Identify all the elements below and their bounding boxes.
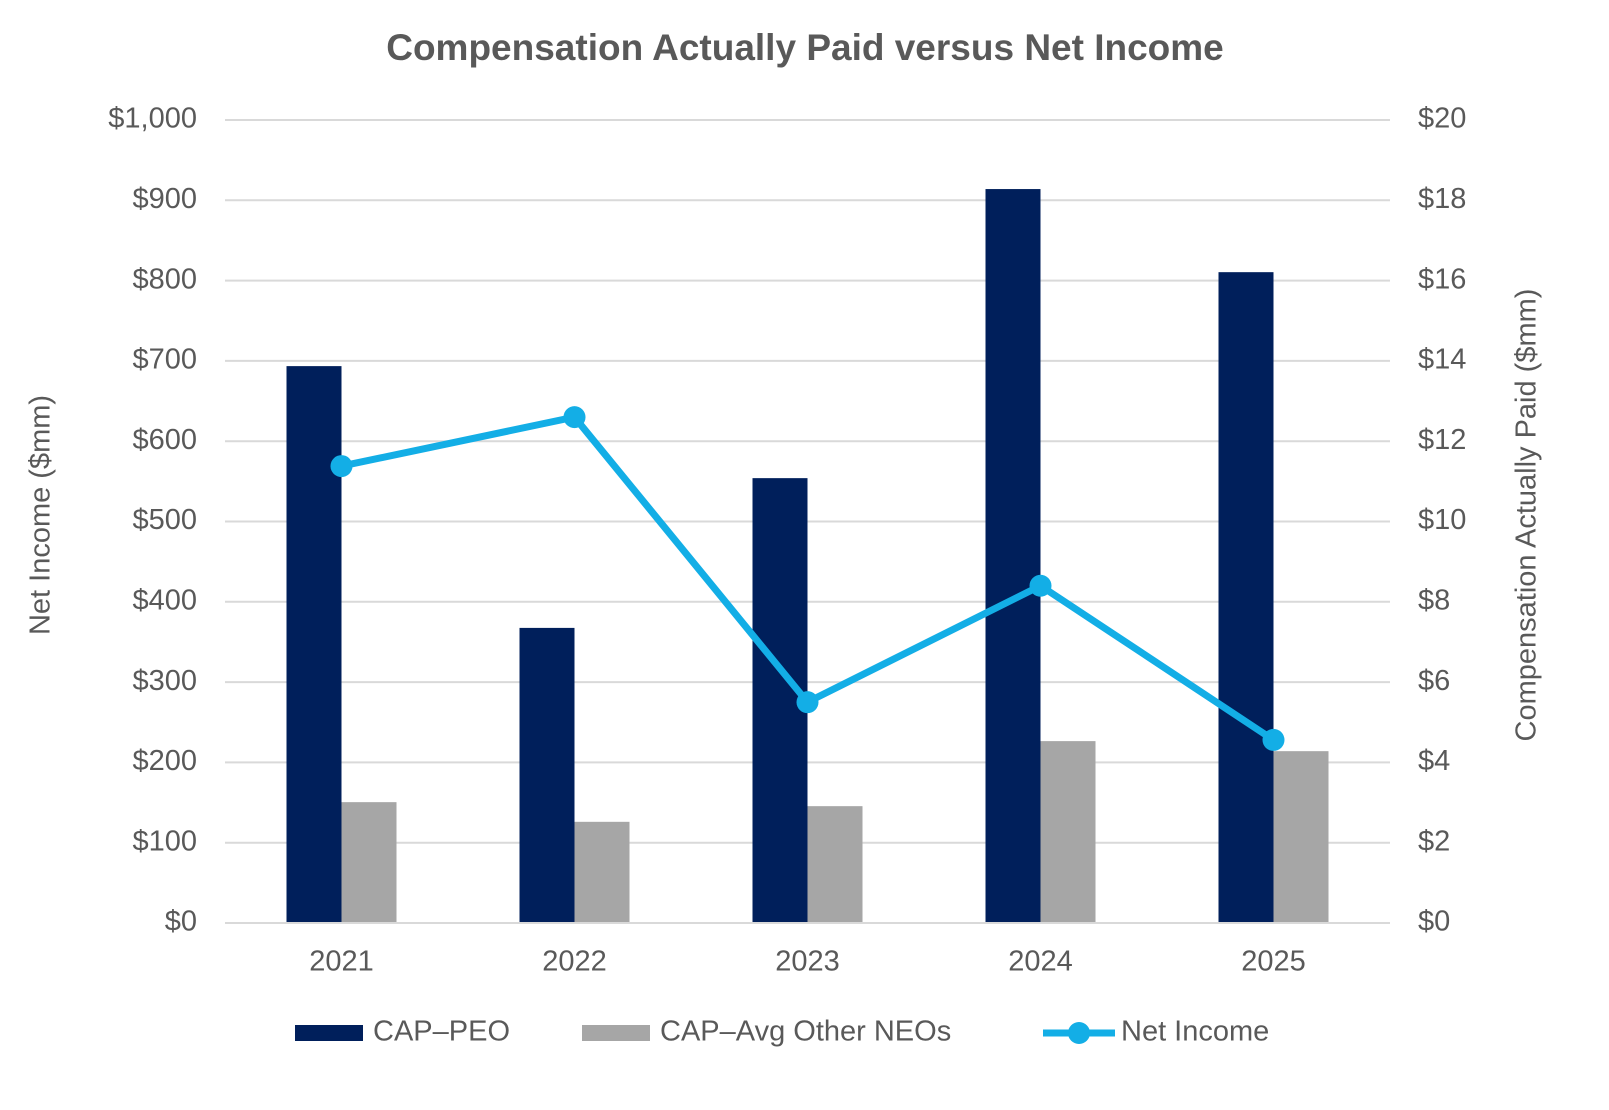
y2-tick-label: $14 [1418,344,1466,376]
y2-tick-label: $10 [1418,504,1466,536]
bar [807,806,863,923]
line-marker [1029,574,1052,597]
x-tick-label: 2025 [1241,946,1306,978]
y-tick-label: $500 [132,504,197,536]
y-tick-label: $700 [132,344,197,376]
y2-tick-label: $8 [1418,584,1450,616]
y2-tick-label: $6 [1418,665,1450,697]
bar [1040,741,1096,923]
y-tick-label: $800 [132,263,197,295]
bar [341,802,397,923]
x-tick-label: 2021 [309,946,374,978]
y-tick-label: $600 [132,424,197,456]
y-tick-label: $900 [132,183,197,215]
y2-axis-title: Compensation Actually Paid ($mm) [1511,289,1543,742]
bar [574,821,630,923]
line-marker [330,455,353,478]
line-marker [1262,728,1285,751]
y2-tick-label: $12 [1418,424,1466,456]
legend-label: CAP–PEO [373,1016,510,1048]
bar [519,627,575,923]
chart-title: Compensation Actually Paid versus Net In… [386,27,1224,68]
legend-marker [1068,1022,1090,1044]
y-axis-title: Net Income ($mm) [25,395,57,635]
x-tick-label: 2023 [775,946,840,978]
bar [286,366,342,923]
y-tick-label: $300 [132,665,197,697]
y2-tick-label: $0 [1418,906,1450,938]
y2-tick-label: $20 [1418,103,1466,135]
x-tick-label: 2022 [542,946,607,978]
legend-swatch [295,1025,363,1041]
y-tick-label: $200 [132,745,197,777]
y2-tick-label: $2 [1418,825,1450,857]
y-tick-label: $0 [165,906,197,938]
legend-swatch [582,1025,650,1041]
y-tick-label: $1,000 [108,103,197,135]
y2-tick-label: $16 [1418,263,1466,295]
line-marker [563,406,586,429]
bar [1218,272,1274,924]
bar [1273,751,1329,923]
y2-tick-label: $18 [1418,183,1466,215]
y-tick-label: $400 [132,584,197,616]
legend-label: CAP–Avg Other NEOs [660,1016,951,1048]
y2-tick-label: $4 [1418,745,1450,777]
y-tick-label: $100 [132,825,197,857]
legend-label: Net Income [1121,1016,1269,1048]
x-tick-label: 2024 [1008,946,1073,978]
line-marker [796,691,819,714]
bar [985,189,1041,924]
